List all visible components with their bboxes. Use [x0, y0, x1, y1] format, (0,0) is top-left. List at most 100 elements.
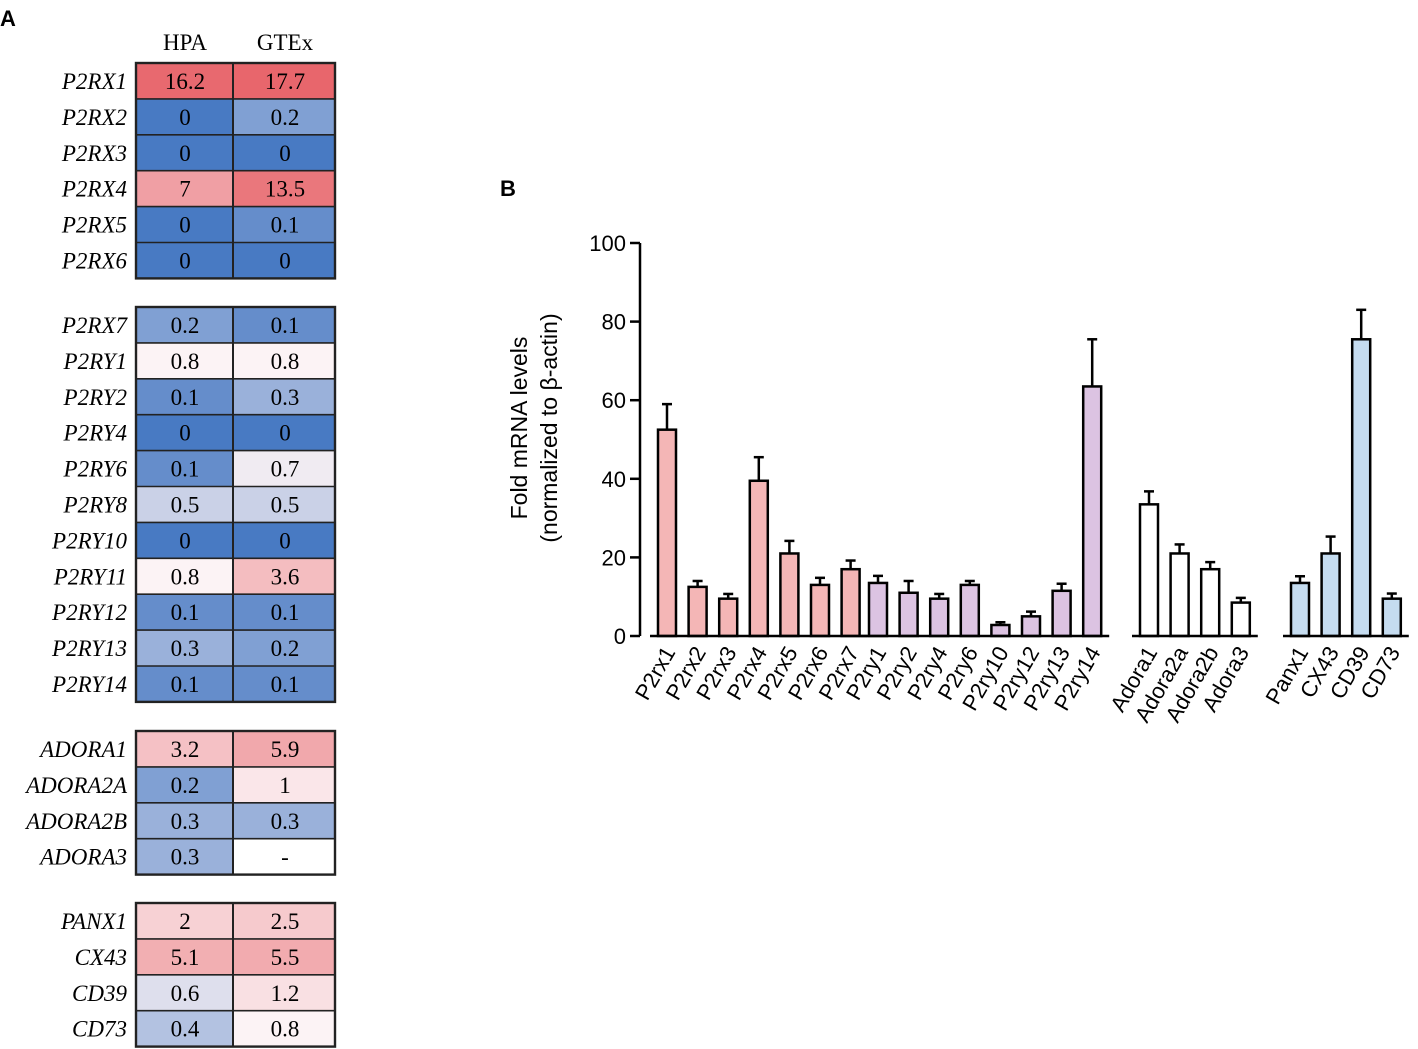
cell-hpa-bg	[136, 558, 233, 595]
gene-label: P2RY4	[63, 421, 127, 446]
bar-p2ry1	[867, 581, 889, 638]
cell-gtex-value: 3.6	[271, 564, 300, 589]
cell-gtex-value: 0.1	[271, 672, 300, 697]
cell-gtex-value: 0	[279, 421, 291, 446]
gene-label: ADORA2A	[24, 773, 128, 798]
cell-gtex-bg	[233, 342, 335, 379]
cell-hpa-bg	[136, 450, 233, 487]
gene-label: ADORA3	[38, 845, 127, 870]
bar-p2rx5	[779, 552, 800, 638]
cell-hpa-bg	[136, 594, 233, 631]
bar-p2rx4	[748, 479, 770, 638]
cell-hpa-bg	[136, 974, 233, 1011]
table-row: P2RY10 0 0	[51, 522, 335, 559]
bar-cx43	[1320, 552, 1341, 638]
cell-gtex-bg	[233, 802, 335, 839]
table-row: PANX1 2 2.5	[60, 903, 335, 939]
gene-label: P2RY1	[63, 349, 127, 374]
table-row: P2RX2 0 0.2	[61, 98, 335, 135]
table-row: P2RX7 0.2 0.1	[61, 307, 335, 343]
table-row: P2RY8 0.5 0.5	[63, 486, 335, 523]
table-row: ADORA1 3.2 5.9	[38, 731, 335, 767]
cell-hpa-bg	[136, 838, 233, 875]
cell-hpa-bg	[136, 206, 233, 243]
table-row: P2RX6 0 0	[61, 242, 335, 279]
cell-hpa-value: 0.2	[171, 773, 200, 798]
y-tick-label: 40	[602, 467, 626, 492]
cell-gtex-bg	[233, 98, 335, 135]
cell-gtex-bg	[233, 630, 335, 666]
cell-gtex-bg	[233, 170, 335, 207]
cell-hpa-value: 0	[179, 421, 191, 446]
bar-p2ry6	[959, 583, 981, 638]
cell-hpa-bg	[136, 342, 233, 379]
bar-p2ry10	[990, 623, 1011, 638]
cell-hpa-value: 0.6	[171, 981, 200, 1006]
table-row: P2RY11 0.8 3.6	[53, 558, 335, 595]
gene-label: P2RY10	[51, 528, 127, 553]
gene-label: P2RX4	[61, 177, 127, 202]
bar-p2rx7	[840, 567, 861, 638]
cell-hpa-value: 0.1	[171, 600, 200, 625]
gene-label: CD73	[72, 1017, 127, 1042]
bar-p2rx2	[687, 585, 708, 638]
cell-hpa-value: 2	[179, 909, 191, 934]
cell-hpa-bg	[136, 134, 233, 171]
cell-gtex-value: 0	[279, 141, 291, 166]
table-row: P2RY1 0.8 0.8	[63, 342, 335, 379]
cell-gtex-value: 13.5	[265, 177, 305, 202]
bar-p2ry12	[1020, 615, 1042, 638]
table-row: P2RY4 0 0	[63, 414, 335, 451]
cell-hpa-bg	[136, 307, 233, 343]
gene-label: P2RY14	[51, 672, 127, 697]
cell-gtex-bg	[233, 134, 335, 171]
panel-b-bar-chart: B Fold mRNA levels (normalized to β-acti…	[500, 176, 1409, 727]
cell-hpa-value: 0	[179, 141, 191, 166]
y-tick-label: 100	[589, 231, 626, 256]
cell-hpa-value: 0.4	[171, 1017, 200, 1042]
gene-label: P2RX2	[61, 105, 127, 130]
column-header-gtex: GTEx	[257, 30, 314, 55]
bar-cd39	[1350, 338, 1372, 638]
cell-gtex-bg	[233, 242, 335, 279]
cell-gtex-value: 1	[279, 773, 291, 798]
table-group-grid	[134, 305, 337, 704]
cell-gtex-value: 5.5	[271, 945, 300, 970]
cell-gtex-bg	[233, 594, 335, 631]
cell-gtex-bg	[233, 63, 335, 99]
cell-gtex-bg	[233, 1010, 335, 1047]
cell-gtex-value: 2.5	[271, 909, 300, 934]
bar-adora2a	[1169, 552, 1190, 638]
panel-b-label: B	[500, 176, 516, 201]
cell-hpa-bg	[136, 486, 233, 523]
cell-gtex-bg	[233, 378, 335, 415]
table-row: ADORA2A 0.2 1	[24, 766, 335, 803]
cell-gtex-bg	[233, 558, 335, 595]
panel-a-label: A	[0, 6, 16, 31]
cell-gtex-bg	[233, 522, 335, 559]
gene-label: P2RX3	[61, 141, 127, 166]
cell-gtex-bg	[233, 206, 335, 243]
panel-a-heatmap-table: A HPA GTEx P2RX1 16.2 17.7 P2RX2 0 0.2 P2RX3 0 0…	[0, 6, 337, 1048]
bar-p2rx3	[717, 597, 739, 638]
bar-cd73	[1381, 597, 1403, 638]
cell-gtex-value: 0	[279, 248, 291, 273]
cell-hpa-bg	[136, 98, 233, 135]
cell-hpa-value: 16.2	[165, 69, 205, 94]
bar-p2ry2	[898, 591, 919, 638]
cell-hpa-bg	[136, 170, 233, 207]
cell-hpa-bg	[136, 903, 233, 939]
cell-hpa-value: 0.3	[171, 636, 200, 661]
cell-gtex-value: 0.1	[271, 213, 300, 238]
cell-gtex-value: 17.7	[265, 69, 305, 94]
table-group-grid	[134, 901, 337, 1048]
y-axis-label-line2: (normalized to β-actin)	[536, 313, 562, 542]
table-row: CD39 0.6 1.2	[72, 974, 335, 1011]
cell-gtex-value: 0.2	[271, 636, 300, 661]
bar-adora3	[1230, 601, 1252, 638]
table-row: P2RY2 0.1 0.3	[63, 378, 335, 415]
table-row: P2RX5 0 0.1	[61, 206, 335, 243]
y-tick-label: 0	[614, 624, 626, 649]
cell-hpa-value: 0.2	[171, 313, 200, 338]
cell-hpa-value: 0.5	[171, 492, 200, 517]
